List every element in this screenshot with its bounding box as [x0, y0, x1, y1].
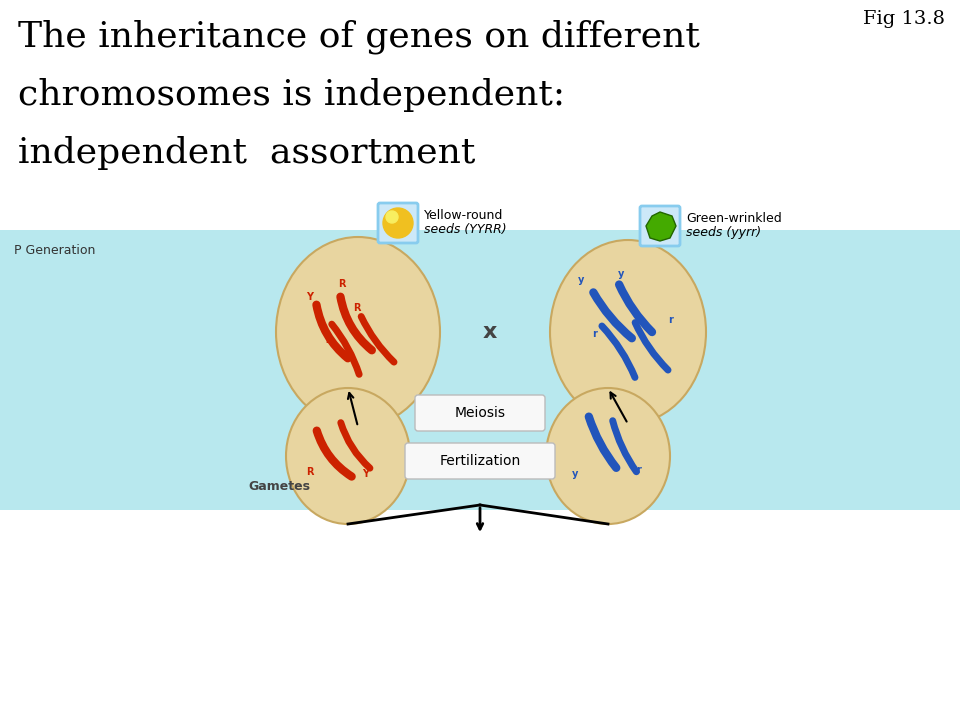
Circle shape	[383, 208, 413, 238]
Text: Green-wrinkled: Green-wrinkled	[686, 212, 781, 225]
Text: Yellow-round: Yellow-round	[424, 209, 503, 222]
Text: R: R	[338, 279, 346, 289]
Ellipse shape	[276, 237, 440, 427]
Text: Gametes: Gametes	[248, 480, 310, 493]
Text: y: y	[572, 469, 578, 479]
Text: Fig 13.8: Fig 13.8	[863, 10, 945, 28]
Text: R: R	[353, 303, 361, 313]
FancyBboxPatch shape	[640, 206, 680, 246]
Text: independent  assortment: independent assortment	[18, 136, 475, 170]
Text: The inheritance of genes on different: The inheritance of genes on different	[18, 20, 700, 55]
Text: R: R	[306, 467, 314, 477]
Text: r: r	[668, 315, 673, 325]
Text: Fertilization: Fertilization	[440, 454, 520, 468]
FancyBboxPatch shape	[415, 395, 545, 431]
Circle shape	[386, 211, 398, 223]
Bar	[0, 230, 960, 510]
Text: chromosomes is independent:: chromosomes is independent:	[18, 78, 565, 112]
Text: P Generation: P Generation	[14, 244, 95, 257]
Ellipse shape	[286, 388, 410, 524]
Text: Meiosis: Meiosis	[454, 406, 506, 420]
Text: y: y	[618, 269, 624, 279]
Text: seeds (YYRR): seeds (YYRR)	[424, 223, 507, 236]
Text: Y: Y	[362, 469, 369, 479]
Text: seeds (yyrr): seeds (yyrr)	[686, 226, 761, 239]
Text: x: x	[483, 322, 497, 342]
Text: r: r	[592, 329, 597, 339]
Ellipse shape	[550, 240, 706, 424]
Text: y: y	[578, 275, 585, 285]
Text: r: r	[636, 465, 641, 475]
Polygon shape	[646, 212, 676, 241]
Ellipse shape	[546, 388, 670, 524]
FancyBboxPatch shape	[405, 443, 555, 479]
Text: Y: Y	[306, 292, 313, 302]
Text: Y: Y	[323, 335, 330, 345]
FancyBboxPatch shape	[378, 203, 418, 243]
